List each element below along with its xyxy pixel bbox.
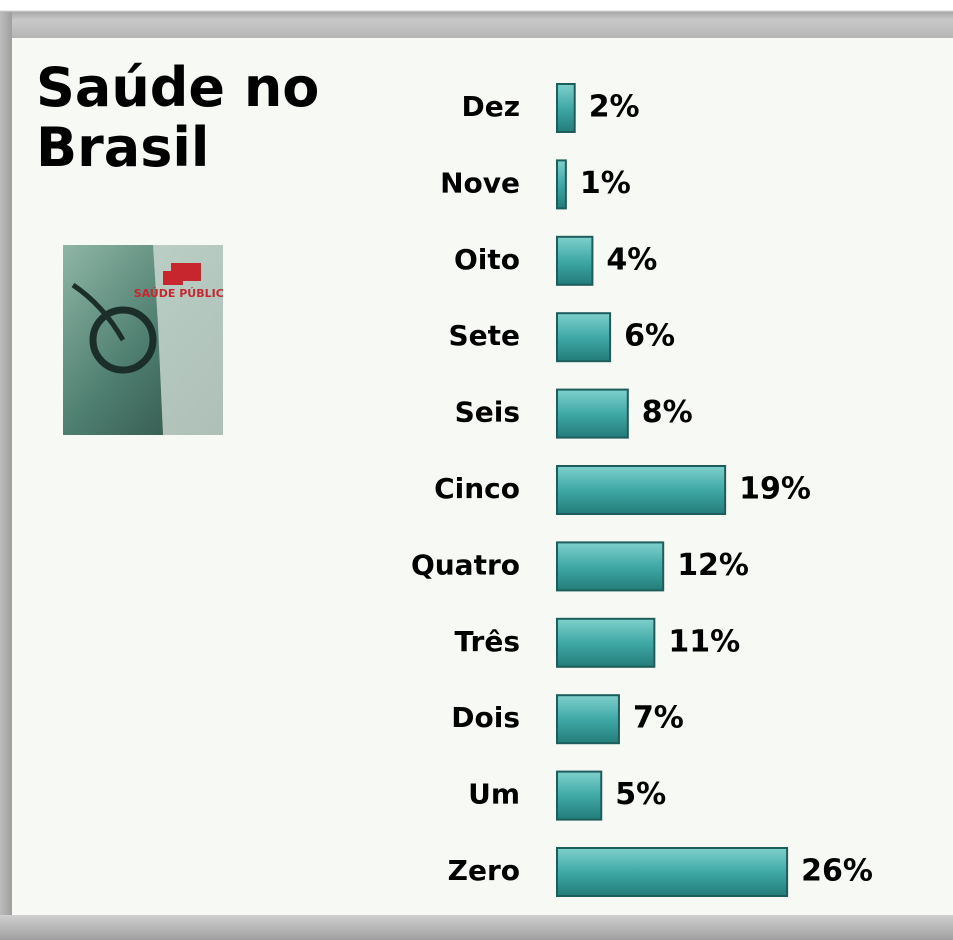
bar [557, 313, 610, 361]
category-label: Zero [448, 854, 520, 887]
category-label: Quatro [411, 548, 520, 581]
category-label: Oito [454, 243, 520, 276]
value-label: 11% [668, 624, 740, 659]
value-label: 19% [739, 472, 811, 507]
value-label: 12% [677, 548, 749, 583]
category-label: Nove [440, 166, 520, 199]
category-label: Sete [448, 319, 520, 352]
category-label: Um [468, 778, 520, 811]
value-label: 1% [580, 166, 631, 201]
bar [557, 695, 619, 743]
bar [557, 542, 663, 590]
category-label: Dez [461, 90, 520, 123]
category-label: Dois [451, 701, 520, 734]
value-label: 8% [642, 395, 693, 430]
category-label: Três [455, 625, 521, 658]
category-label: Cinco [434, 472, 520, 505]
category-label: Seis [455, 396, 520, 429]
value-label: 5% [615, 777, 666, 812]
value-label: 26% [801, 854, 873, 889]
bar [557, 160, 566, 208]
value-label: 4% [606, 242, 657, 277]
value-label: 7% [633, 701, 684, 736]
bar [557, 619, 654, 667]
bar [557, 772, 601, 820]
bar [557, 466, 725, 514]
bar [557, 84, 575, 132]
value-label: 2% [589, 90, 640, 125]
bar [557, 848, 787, 896]
value-label: 6% [624, 319, 675, 354]
chart: Dez 2% Nove 1% Oito 4% Sete 6% Seis 8% Cinco 19% Qua… [0, 0, 953, 940]
page: {"chart_data": {"type": "bar", "orientat… [0, 0, 953, 940]
bar [557, 237, 592, 285]
bar [557, 390, 628, 438]
